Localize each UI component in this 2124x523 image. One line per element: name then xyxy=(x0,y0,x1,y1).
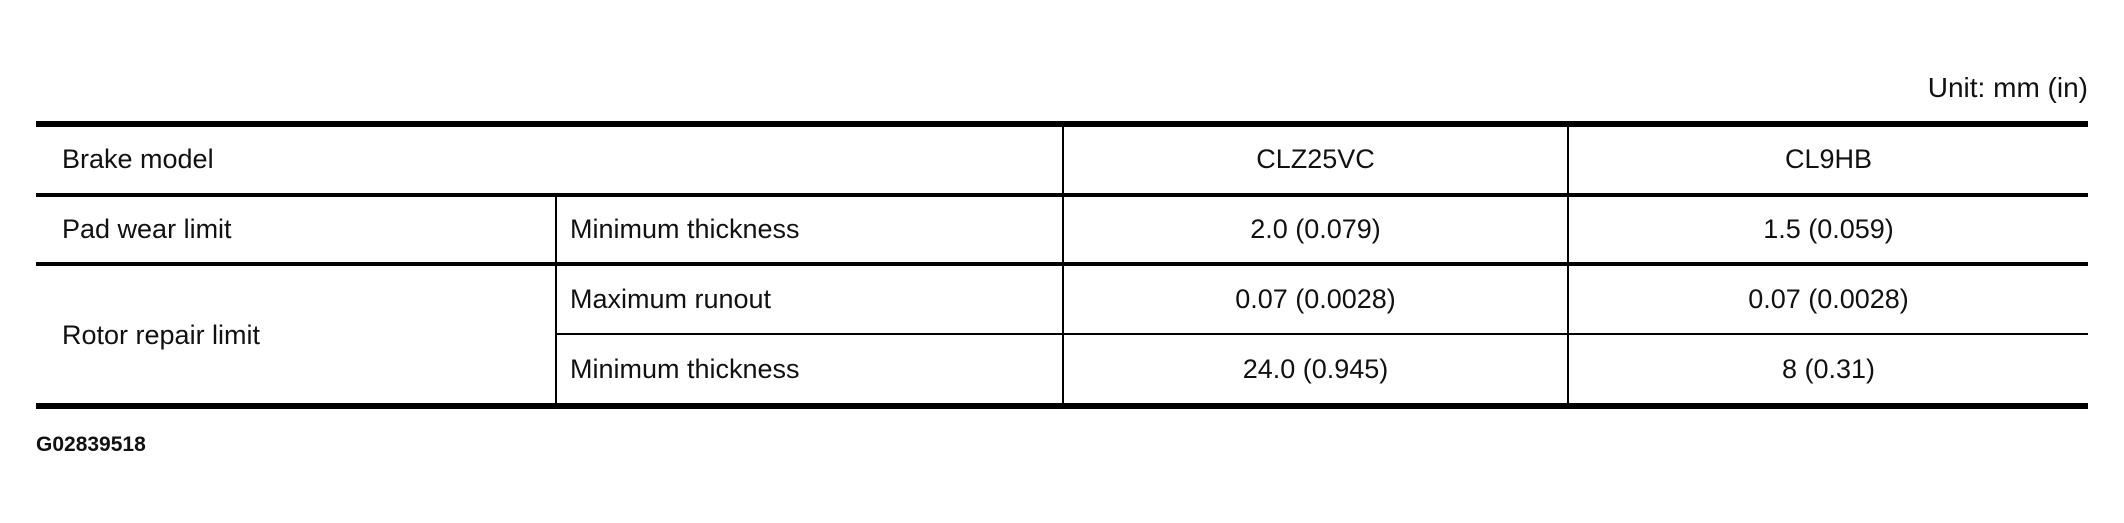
unit-label: Unit: mm (in) xyxy=(1927,72,2088,103)
col-divider xyxy=(555,195,557,405)
row-item: Maximum runout xyxy=(570,284,772,314)
value-cell: 0.07 (0.0028) xyxy=(1748,284,1909,314)
col-divider xyxy=(1567,124,1569,405)
header-brake-model: Brake model xyxy=(62,144,214,174)
value-cell: 2.0 (0.079) xyxy=(1250,214,1381,244)
row-rule-sub xyxy=(556,333,2088,335)
col-divider xyxy=(1062,124,1064,405)
header-model-cl9hb: CL9HB xyxy=(1784,144,1873,174)
value-cell: 8 (0.31) xyxy=(1781,353,1876,384)
row-group-rotor-repair: Rotor repair limit xyxy=(62,319,261,350)
row-item: Minimum thickness xyxy=(570,214,800,244)
value-cell: 24.0 (0.945) xyxy=(1242,353,1389,384)
row-item: Minimum thickness xyxy=(570,353,800,384)
table-bottom-rule xyxy=(36,403,2088,409)
value-cell: 1.5 (0.059) xyxy=(1763,214,1894,244)
header-model-clz25vc: CLZ25VC xyxy=(1256,144,1375,174)
row-group-pad-wear: Pad wear limit xyxy=(62,214,232,244)
figure-id: G02839518 xyxy=(36,433,146,456)
value-cell: 0.07 (0.0028) xyxy=(1235,284,1396,314)
